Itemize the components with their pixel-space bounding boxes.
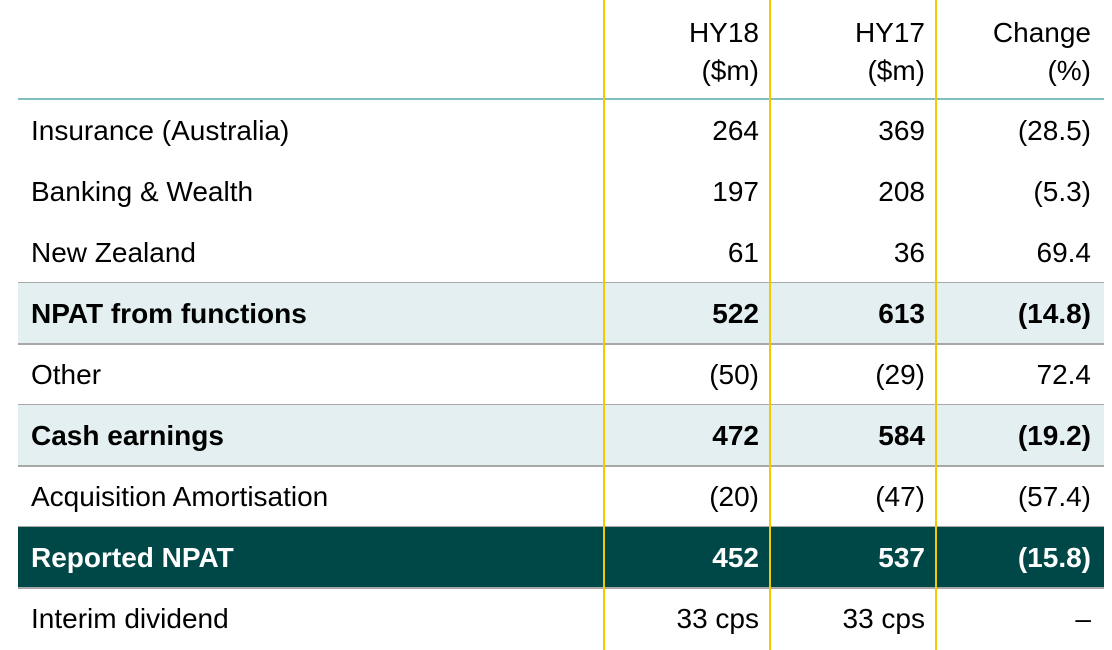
cell-hy17: 33 cps — [842, 603, 926, 634]
cell-hy18: 197 — [712, 176, 759, 207]
row-label: Cash earnings — [31, 420, 224, 451]
cell-hy18: 33 cps — [676, 603, 760, 634]
row-label: Acquisition Amortisation — [31, 481, 329, 512]
table-row: Insurance (Australia) 264 369 (28.5) — [18, 100, 1104, 161]
row-label: Interim dividend — [31, 603, 229, 634]
cell-hy18: (20) — [709, 481, 759, 512]
cell-hy18: 452 — [712, 542, 759, 573]
column-header-hy18-unit: ($m) — [701, 55, 759, 86]
cell-hy17: (29) — [875, 359, 925, 390]
cell-hy17: (47) — [875, 481, 925, 512]
cell-hy17: 613 — [878, 298, 925, 329]
cell-change: (5.3) — [1033, 176, 1091, 207]
financial-summary-table: HY18 ($m) HY17 ($m) Change (%) Insurance… — [18, 0, 1104, 650]
header-divider — [18, 98, 1104, 100]
column-rule-hy18 — [603, 0, 605, 650]
cell-hy17: 36 — [893, 237, 925, 268]
column-header-hy18-period: HY18 — [688, 17, 759, 48]
column-rule-hy17 — [769, 0, 771, 650]
cell-change: 72.4 — [1036, 359, 1092, 390]
cell-hy18: (50) — [709, 359, 759, 390]
column-header-hy17-unit: ($m) — [867, 55, 925, 86]
row-label: Reported NPAT — [31, 542, 234, 573]
row-divider — [18, 587, 1104, 589]
cell-hy17: 208 — [878, 176, 925, 207]
row-divider — [18, 465, 1104, 467]
cell-change: 69.4 — [1036, 237, 1092, 268]
cell-change: (57.4) — [1017, 481, 1091, 512]
cell-change: (15.8) — [1017, 542, 1091, 573]
column-header-change: Change (%) — [993, 14, 1091, 90]
row-label: New Zealand — [31, 237, 196, 268]
table-row: Other (50) (29) 72.4 — [18, 344, 1104, 405]
cell-change: – — [1075, 603, 1091, 634]
table-row: Banking & Wealth 197 208 (5.3) — [18, 161, 1104, 222]
cell-change: (14.8) — [1017, 298, 1091, 329]
table-row: New Zealand 61 36 69.4 — [18, 222, 1104, 283]
cell-hy18: 522 — [712, 298, 759, 329]
column-header-change-title: Change — [992, 17, 1091, 48]
table-row: NPAT from functions 522 613 (14.8) — [18, 283, 1104, 344]
column-header-hy17-period: HY17 — [854, 17, 925, 48]
cell-hy17: 584 — [878, 420, 925, 451]
table-row: Interim dividend 33 cps 33 cps – — [18, 588, 1104, 649]
cell-hy17: 369 — [878, 115, 925, 146]
column-rule-change — [935, 0, 937, 650]
cell-hy18: 264 — [712, 115, 759, 146]
row-label: Banking & Wealth — [31, 176, 254, 207]
table-header: HY18 ($m) HY17 ($m) Change (%) — [18, 0, 1104, 98]
cell-hy18: 472 — [712, 420, 759, 451]
table-row: Acquisition Amortisation (20) (47) (57.4) — [18, 466, 1104, 527]
cell-change: (19.2) — [1017, 420, 1091, 451]
column-header-change-unit: (%) — [1047, 55, 1091, 86]
column-header-hy18: HY18 ($m) — [689, 14, 759, 90]
cell-hy18: 61 — [727, 237, 759, 268]
row-label: Other — [31, 359, 102, 390]
table-row: Cash earnings 472 584 (19.2) — [18, 405, 1104, 466]
cell-change: (28.5) — [1017, 115, 1091, 146]
row-label: Insurance (Australia) — [31, 115, 290, 146]
row-divider — [18, 343, 1104, 345]
cell-hy17: 537 — [878, 542, 925, 573]
row-label: NPAT from functions — [31, 298, 307, 329]
table-row: Reported NPAT 452 537 (15.8) — [18, 527, 1104, 588]
column-header-hy17: HY17 ($m) — [855, 14, 925, 90]
